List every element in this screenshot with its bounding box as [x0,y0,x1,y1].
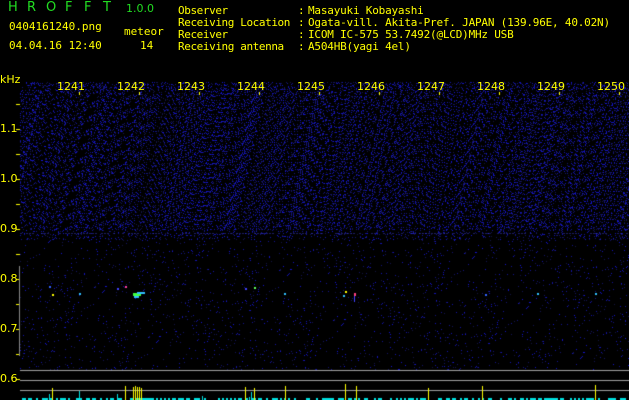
meteor-label: meteor [124,25,164,38]
info-label: Receiving Location [178,16,291,29]
y-tick-label: 0.9 [0,222,18,235]
x-tick-label: 1241 [57,80,85,93]
datetime: 04.04.16 12:40 [9,39,102,52]
y-tick-label: 0.8 [0,272,18,285]
x-tick-label: 1242 [117,80,145,93]
y-tick-label: 1.1 [0,122,18,135]
meteor-count: 14 [140,39,154,52]
antenna-value: A504HB(yagi 4el) [308,40,411,53]
receiver-value: ICOM IC-575 53.7492(@LCD)MHz USB [308,28,514,41]
y-tick-label: 0.7 [0,322,18,335]
x-tick-label: 1247 [417,80,445,93]
info-label: Receiving antenna [178,40,284,53]
x-tick-label: 1248 [477,80,505,93]
filename: 0404161240.png [9,20,102,33]
location-value: Ogata-vill. Akita-Pref. JAPAN (139.96E, … [308,16,610,29]
x-tick-label: 1249 [537,80,565,93]
x-tick-label: 1250 [597,80,625,93]
info-colon: : [298,16,305,29]
x-tick-label: 1244 [237,80,265,93]
x-tick-label: 1243 [177,80,205,93]
x-tick-label: 1245 [297,80,325,93]
y-tick-label: 0.6 [0,372,18,385]
version: 1.0.0 [126,2,154,15]
info-label: Receiver [178,28,228,41]
y-unit-label: kHz [0,73,21,86]
x-tick-label: 1246 [357,80,385,93]
y-tick-label: 1.0 [0,172,18,185]
info-colon: : [298,4,305,17]
observer-value: Masayuki Kobayashi [308,4,424,17]
info-label: Observer [178,4,228,17]
info-colon: : [298,28,305,41]
info-colon: : [298,40,305,53]
